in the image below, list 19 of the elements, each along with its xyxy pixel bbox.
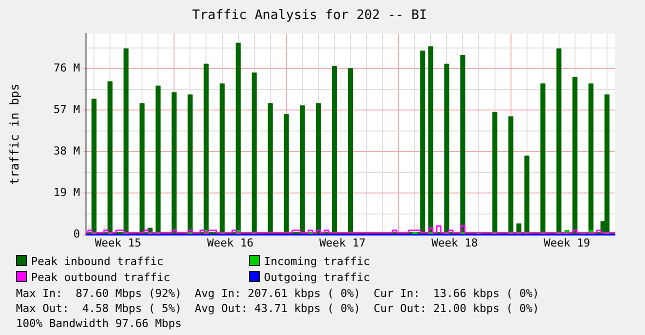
y-tick-label: 19 M	[54, 186, 80, 200]
text: Max In: 87.60 Mbps (92%) Avg In: 207.61 kbps ( 0%) Cur In: 13.66 kbps ( 0%)	[16, 286, 540, 301]
y-tick-label: 76 M	[54, 61, 80, 74]
legend-label: Peak outbound traffic	[30, 270, 172, 286]
x-tick-label: Week 15	[94, 236, 142, 250]
chart-title: Traffic Analysis for 202 -- BI	[192, 8, 427, 24]
text: 100% Bandwidth 97.66 Mbps	[16, 316, 183, 331]
legend-label: Peak inbound traffic	[30, 254, 164, 270]
y-tick-label: 38 M	[54, 144, 80, 158]
text: Max Out: 4.58 Mbps ( 5%) Avg Out: 43.71 kbps ( 0%) Cur Out: 21.00 kbps ( 0%)	[16, 301, 540, 316]
y-tick-label: 57 M	[54, 103, 80, 116]
x-tick-label: Week 19	[544, 236, 590, 250]
x-tick-label: Week 18	[432, 236, 478, 250]
y-tick-label: 0	[73, 228, 80, 241]
x-tick-label: Week 17	[319, 236, 366, 250]
x-tick-label: Week 16	[207, 236, 254, 250]
legend-label: Incoming traffic	[263, 254, 371, 270]
y-axis-title: traffic in bps	[7, 84, 22, 185]
legend-label: Outgoing traffic	[263, 270, 371, 286]
